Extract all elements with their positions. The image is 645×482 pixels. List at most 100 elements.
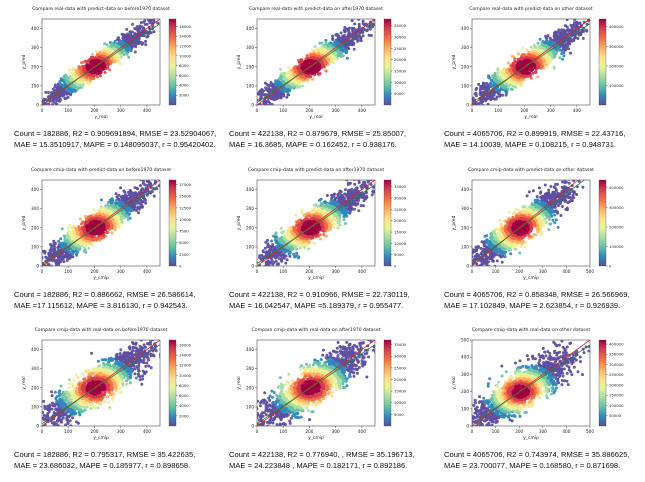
data-point — [309, 75, 313, 78]
data-point — [531, 71, 535, 75]
data-point — [493, 71, 497, 75]
data-point — [536, 75, 540, 79]
data-point — [582, 14, 585, 17]
data-point — [139, 21, 143, 25]
data-point — [496, 67, 500, 71]
y-tick-label: 300 — [31, 45, 39, 50]
x-tick-label: 300 — [117, 108, 125, 113]
data-point — [573, 19, 577, 22]
data-point — [331, 38, 335, 41]
data-point — [120, 51, 123, 55]
data-point — [47, 110, 50, 113]
data-point — [522, 78, 525, 82]
colorbar-tick-label: 2000 — [179, 93, 189, 98]
data-point — [581, 36, 585, 40]
data-point — [472, 96, 475, 100]
data-point — [152, 30, 156, 34]
data-point — [496, 75, 500, 78]
data-point — [368, 27, 372, 31]
data-point — [552, 65, 556, 69]
colorbar-tick-label: 6000 — [179, 73, 189, 78]
data-point — [313, 45, 317, 49]
data-point — [262, 89, 266, 93]
x-axis-label: y_real — [94, 114, 107, 120]
data-point — [495, 95, 499, 99]
data-point — [483, 84, 487, 88]
data-point — [267, 100, 270, 103]
data-point — [343, 30, 347, 34]
data-point — [562, 54, 566, 58]
data-point — [253, 99, 256, 102]
chart-panel: Compare real-data with predict-data on o… — [430, 0, 645, 161]
data-point — [279, 68, 282, 71]
data-point — [95, 50, 98, 54]
data-point — [350, 19, 354, 23]
data-point — [140, 42, 144, 46]
data-point — [142, 20, 146, 24]
data-point — [529, 76, 533, 80]
data-point — [64, 73, 68, 77]
y-tick-label: 200 — [31, 64, 39, 69]
data-point — [125, 52, 129, 56]
fit-line — [42, 23, 160, 104]
data-point — [534, 70, 538, 74]
data-point — [533, 45, 537, 49]
data-point — [474, 108, 477, 111]
density-points — [462, 14, 590, 111]
colorbar-tick-label: 4000 — [179, 83, 189, 88]
data-point — [521, 46, 525, 50]
data-point — [563, 30, 567, 34]
data-point — [544, 63, 548, 67]
y-axis-label: y_pred — [236, 54, 242, 69]
data-point — [356, 39, 360, 43]
data-point — [47, 91, 50, 94]
data-point — [477, 107, 480, 110]
data-point — [133, 50, 137, 54]
data-point — [131, 22, 134, 26]
data-point — [361, 34, 365, 38]
data-point — [257, 98, 259, 102]
data-point — [362, 23, 366, 27]
data-point — [68, 71, 72, 75]
y-tick-label: 400 — [246, 26, 254, 31]
data-point — [51, 87, 55, 91]
data-point — [558, 48, 562, 52]
data-point — [311, 77, 315, 81]
data-point — [558, 56, 562, 60]
data-point — [367, 33, 371, 37]
data-point — [501, 93, 504, 97]
colorbar-tick-label: 14000 — [179, 34, 192, 39]
data-point — [482, 82, 486, 86]
data-point — [254, 104, 257, 107]
data-point — [474, 91, 478, 95]
colorbar-tick-label: 12000 — [179, 43, 192, 48]
x-tick-label: 300 — [332, 108, 340, 113]
data-point — [486, 106, 489, 109]
data-point — [54, 101, 58, 105]
y-tick-label: 200 — [246, 64, 254, 69]
data-point — [529, 45, 533, 49]
data-point — [334, 58, 337, 62]
data-point — [557, 28, 561, 32]
data-point — [285, 95, 289, 99]
colorbar-tick-label: 35000 — [394, 23, 407, 28]
density-scatter-chart: Compare real-data with predict-data on b… — [21, 6, 192, 120]
data-point — [378, 29, 381, 32]
data-point — [332, 61, 336, 64]
data-point — [485, 81, 489, 85]
colorbar-tick-label: 8000 — [179, 63, 189, 68]
data-point — [345, 27, 349, 31]
data-point — [506, 61, 510, 65]
data-point — [53, 83, 57, 87]
data-point — [145, 35, 149, 39]
data-point — [352, 47, 356, 51]
colorbar-tick-label: 30000 — [394, 35, 407, 40]
data-point — [520, 80, 524, 84]
data-point — [66, 95, 70, 99]
colorbar — [168, 18, 177, 106]
data-point — [357, 19, 361, 21]
data-point — [536, 41, 540, 45]
data-point — [462, 105, 465, 108]
data-point — [257, 98, 258, 100]
data-point — [129, 48, 133, 52]
